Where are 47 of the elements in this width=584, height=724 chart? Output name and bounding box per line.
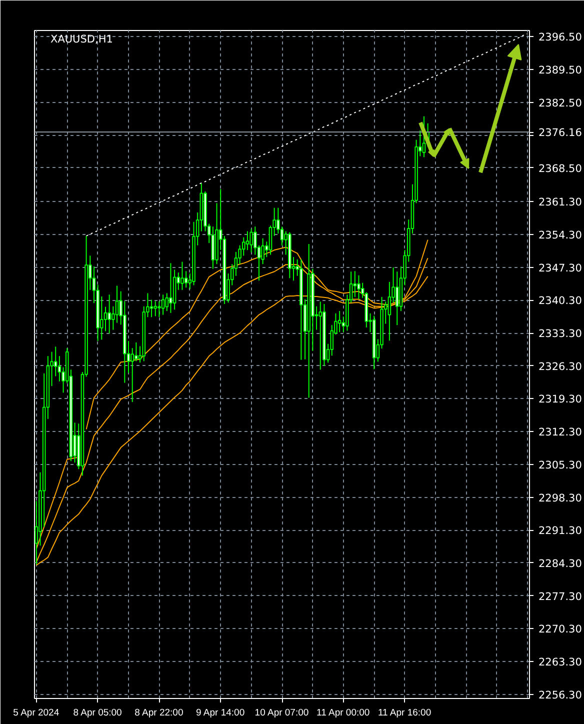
x-tick-label: 10 Apr 07:00	[254, 708, 309, 718]
y-tick-label: 2361.30	[538, 196, 582, 209]
y-tick-label: 2256.30	[538, 689, 582, 702]
candlestick	[395, 271, 399, 326]
y-tick-label: 2389.50	[538, 64, 582, 76]
y-tick-label: 2347.30	[538, 262, 582, 274]
chart-title: XAUUSD,H1	[50, 34, 113, 46]
y-tick-label: 2312.30	[538, 426, 582, 439]
y-tick-label: 2284.30	[538, 558, 582, 570]
y-tick-label: 2298.30	[538, 492, 582, 504]
y-tick-label: 2305.30	[538, 459, 582, 472]
candlestick	[158, 300, 161, 318]
y-tick-label: 2291.30	[538, 525, 582, 538]
candlestick	[184, 270, 188, 288]
y-tick-label: 2277.30	[538, 590, 582, 603]
candlestick	[134, 342, 138, 362]
candlestick	[357, 274, 360, 300]
candlestick	[104, 306, 108, 332]
x-tick-label: 5 Apr 2024	[13, 708, 60, 718]
candlestick	[318, 301, 322, 370]
y-tick-label: 2333.30	[538, 328, 582, 340]
y-tick-label: 2396.50	[538, 32, 582, 44]
x-tick-label: 9 Apr 14:00	[196, 708, 245, 718]
ref-line-label: 2376.16	[538, 127, 582, 140]
candlestick	[58, 356, 62, 382]
candlestick	[154, 300, 158, 317]
y-tick-label: 2340.30	[538, 295, 582, 308]
x-tick-label: 11 Apr 00:00	[316, 708, 370, 718]
y-tick-label: 2263.30	[538, 656, 582, 668]
candlestick	[115, 285, 119, 324]
candlestick	[180, 261, 184, 290]
candlestick	[108, 294, 111, 334]
x-tick-label: 8 Apr 22:00	[134, 708, 184, 718]
candlestick	[388, 281, 392, 342]
candlestick	[338, 310, 342, 333]
candlestick	[246, 230, 250, 251]
candlestick	[250, 228, 253, 253]
candlestick	[169, 262, 172, 314]
x-tick-label: 11 Apr 16:00	[378, 708, 432, 718]
candlestick	[234, 251, 238, 276]
y-tick-label: 2382.50	[538, 97, 582, 110]
y-tick-label: 2354.30	[538, 230, 582, 242]
x-tick-label: 8 Apr 05:00	[73, 708, 122, 718]
y-tick-label: 2270.30	[538, 624, 582, 636]
y-tick-label: 2368.50	[538, 162, 582, 175]
y-tick-label: 2319.30	[538, 394, 582, 406]
y-tick-label: 2326.30	[538, 360, 582, 373]
